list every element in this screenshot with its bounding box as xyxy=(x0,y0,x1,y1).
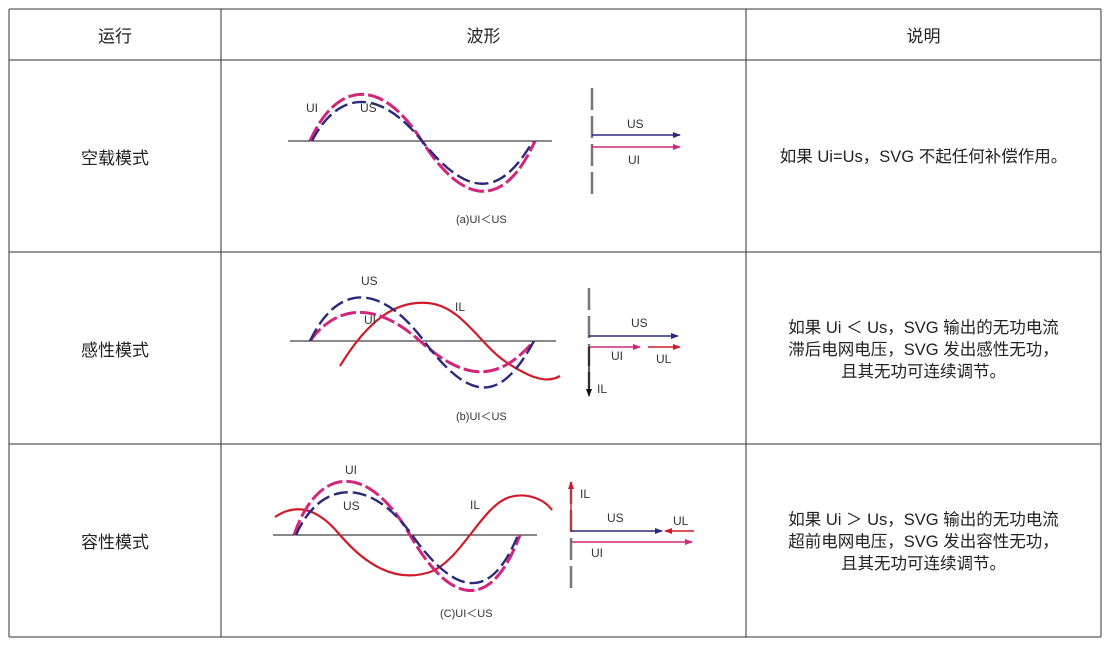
description-line: 滞后电网电压，SVG 发出感性无功， xyxy=(788,341,1059,359)
phasor-label-il: IL xyxy=(580,487,590,501)
caption-capacitive: (C)UI＜US xyxy=(440,608,493,620)
mode-inductive: 感性模式 xyxy=(81,340,149,360)
phasor-label-us: US xyxy=(627,117,644,131)
us-wave xyxy=(308,296,536,389)
phasor-label-ui: UI xyxy=(611,349,623,363)
phasor-label-ul: UL xyxy=(656,352,672,366)
caption-no-load: (a)UI＜US xyxy=(456,214,507,226)
header-description: 说明 xyxy=(906,27,941,46)
ui-wave xyxy=(308,310,536,374)
us-wave xyxy=(310,100,535,185)
header-waveform: 波形 xyxy=(466,27,501,46)
mode-no-load: 空载模式 xyxy=(81,148,149,168)
description-capacitive: 如果 Ui ＞ Us，SVG 输出的无功电流 超前电网电压，SVG 发出容性无功… xyxy=(746,509,1101,575)
description-line: 如果 Ui=Us，SVG 不起任何补偿作用。 xyxy=(779,148,1068,166)
wave-label-il: IL xyxy=(470,498,480,512)
il-wave xyxy=(339,301,561,381)
wave-label-ui: UI xyxy=(306,101,318,115)
ui-wave xyxy=(292,480,522,592)
us-wave xyxy=(294,491,520,585)
mode-capacitive: 容性模式 xyxy=(81,533,149,552)
wave-label-us: US xyxy=(361,274,378,288)
phasor-label-il: IL xyxy=(597,382,607,396)
wave-label-us: US xyxy=(360,101,377,115)
diagram-capacitive: UI US IL IL US UL UI (C)UI＜US xyxy=(273,463,694,620)
phasor-label-us: US xyxy=(631,316,648,330)
phasor-label-ul: UL xyxy=(673,514,689,528)
diagram-inductive: US UI IL US UI UL IL (b)UI＜US xyxy=(290,274,681,423)
diagram-no-load: UI US US UI (a)UI＜US xyxy=(288,88,681,226)
description-line: 且其无功可连续调节。 xyxy=(841,363,1006,381)
description-line: 且其无功可连续调节。 xyxy=(841,555,1006,573)
il-wave xyxy=(274,494,553,577)
description-line: 超前电网电压，SVG 发出容性无功， xyxy=(788,533,1059,551)
phasor-label-us: US xyxy=(607,511,624,525)
description-inductive: 如果 Ui ＜ Us，SVG 输出的无功电流 滞后电网电压，SVG 发出感性无功… xyxy=(746,317,1101,383)
wave-label-us: US xyxy=(343,499,360,513)
description-line: 如果 Ui ＞ Us，SVG 输出的无功电流 xyxy=(788,511,1059,529)
description-line: 如果 Ui ＜ Us，SVG 输出的无功电流 xyxy=(788,319,1059,337)
wave-label-ui: UI xyxy=(364,313,376,327)
wave-label-ui: UI xyxy=(345,463,357,477)
phasor-label-ui: UI xyxy=(628,153,640,167)
caption-inductive: (b)UI＜US xyxy=(456,411,507,423)
description-no-load: 如果 Ui=Us，SVG 不起任何补偿作用。 xyxy=(746,146,1101,168)
wave-label-il: IL xyxy=(455,300,465,314)
header-run: 运行 xyxy=(98,27,132,46)
phasor-label-ui: UI xyxy=(591,546,603,560)
